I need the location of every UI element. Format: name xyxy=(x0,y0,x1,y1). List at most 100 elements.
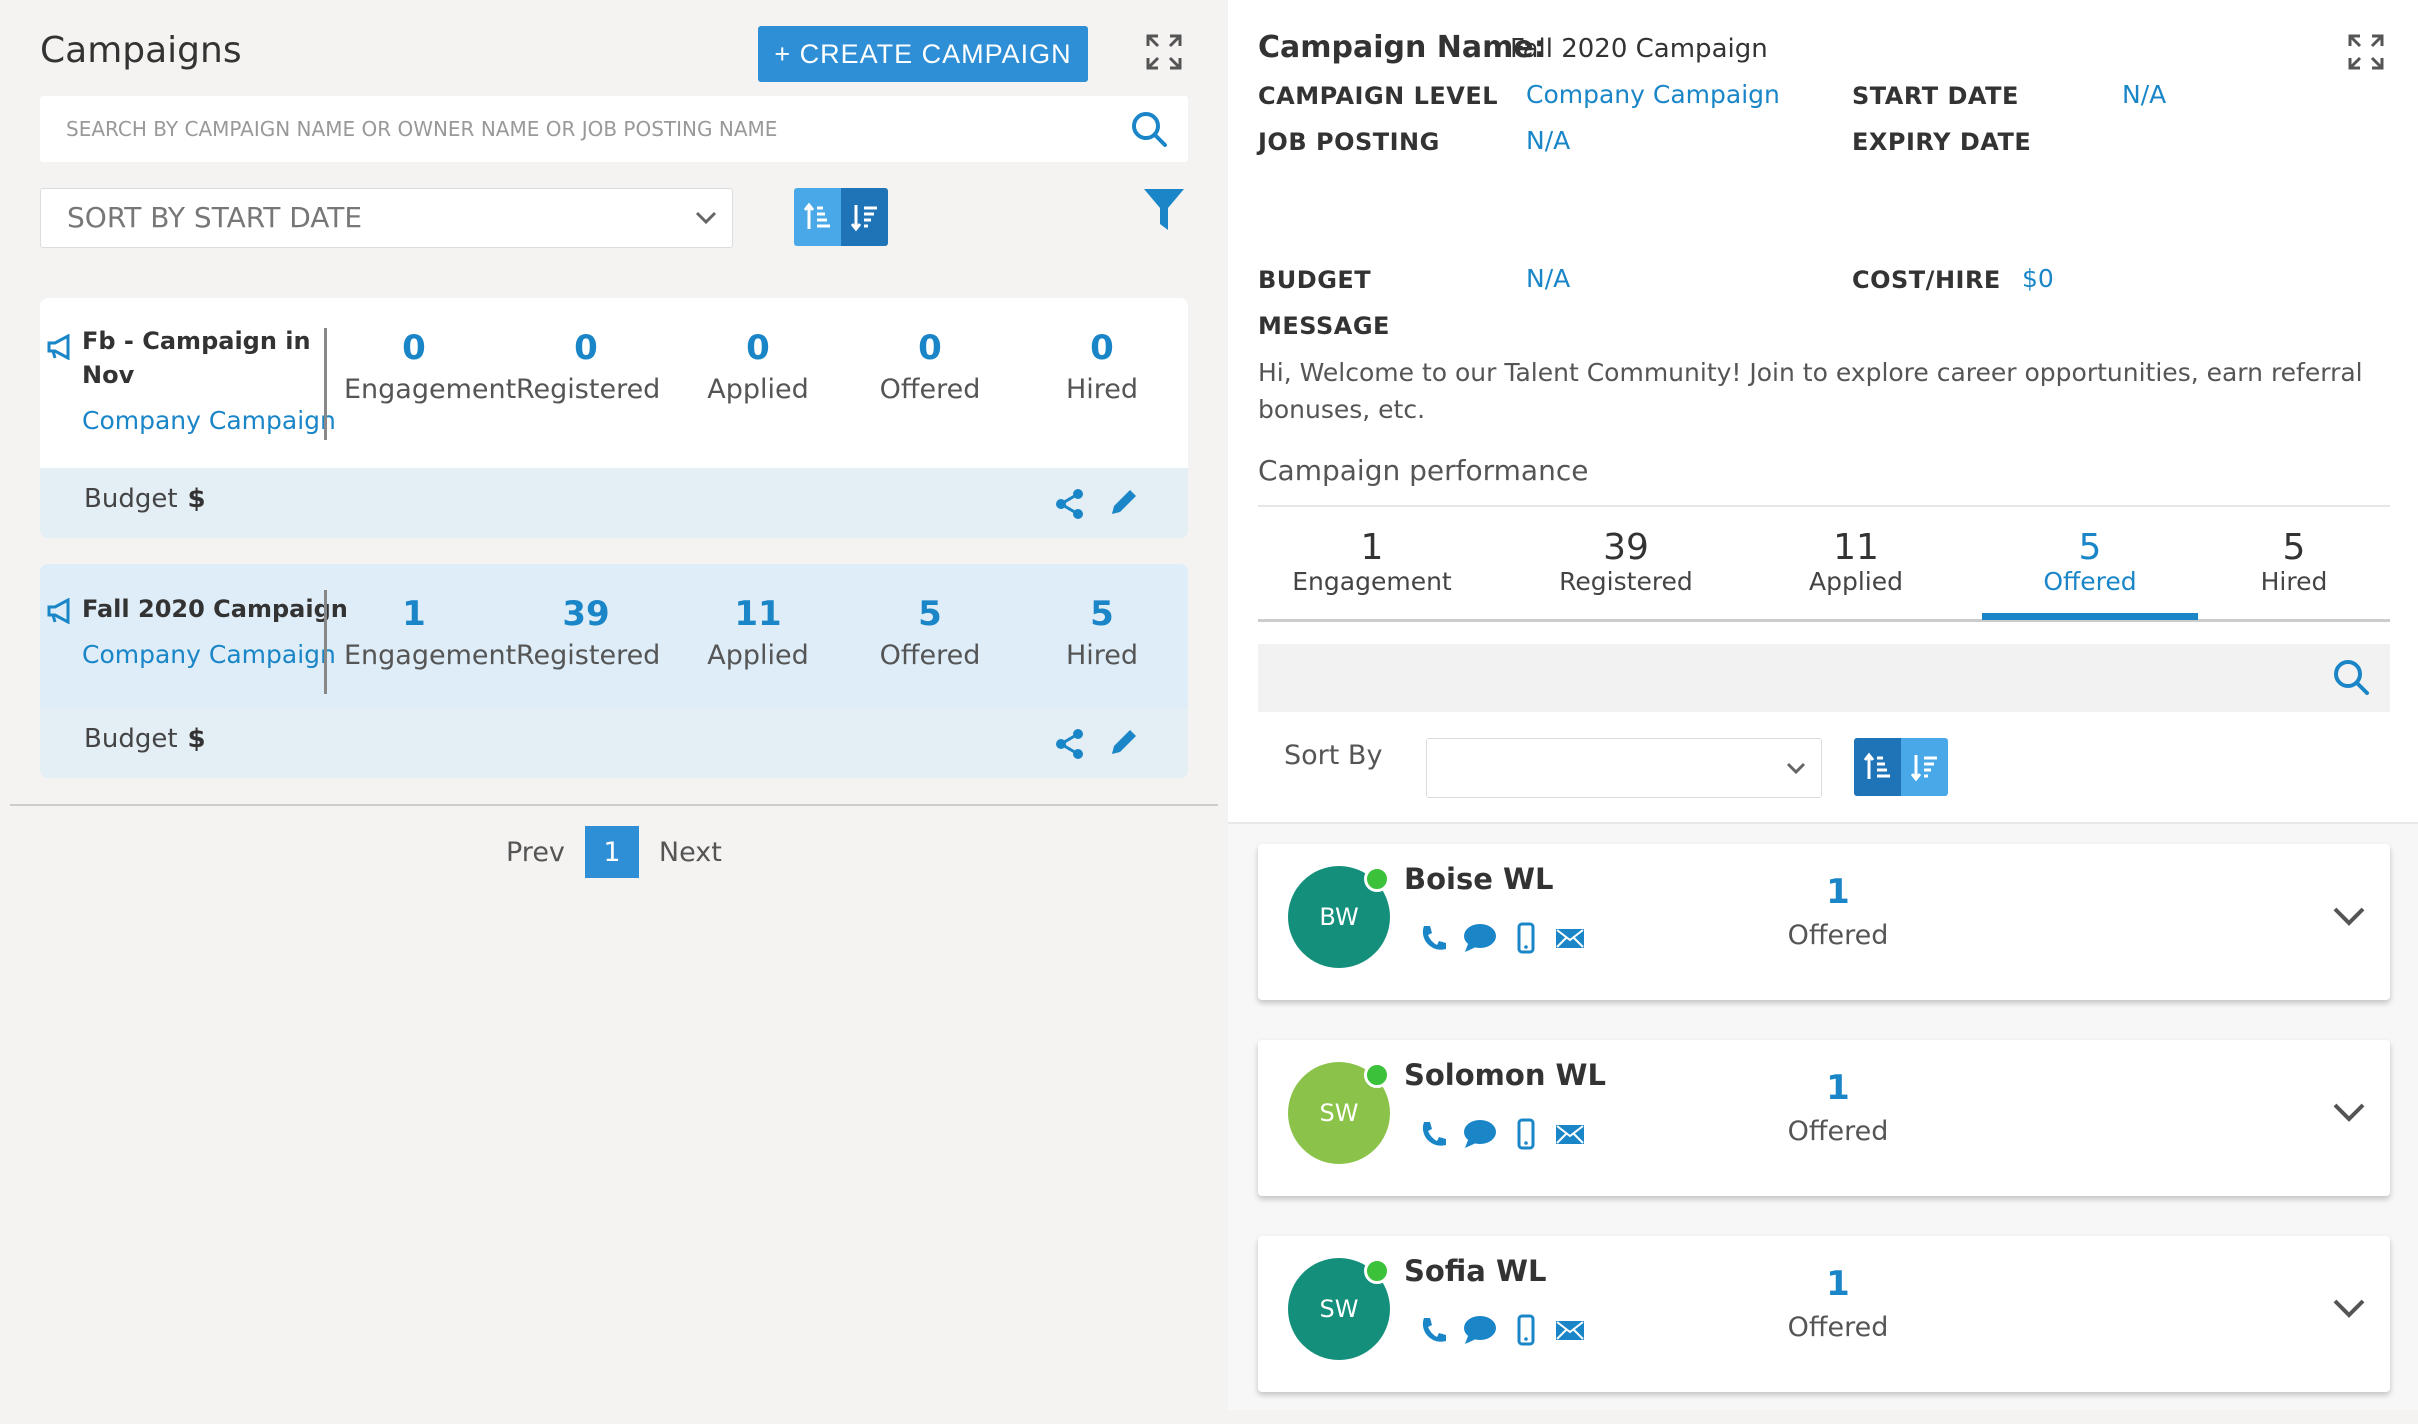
candidate-card[interactable]: SW Solomon WL 1 Offered xyxy=(1258,1040,2390,1196)
budget: Budget $ xyxy=(84,484,206,514)
tab-offered[interactable]: 5 Offered xyxy=(2043,527,2137,596)
stat-hired: 5 Hired xyxy=(1065,594,1139,671)
online-status-indicator xyxy=(1364,1062,1390,1088)
email-icon[interactable] xyxy=(1554,1314,1586,1346)
cost-per-hire-label: COST/HIRE xyxy=(1852,266,2001,294)
search-icon[interactable] xyxy=(1130,110,1168,148)
sort-ascending-icon xyxy=(803,202,830,229)
next-page-link[interactable]: Next xyxy=(658,836,722,868)
divider xyxy=(10,804,1218,806)
candidate-card[interactable]: SW Sofia WL 1 Offered xyxy=(1258,1236,2390,1392)
expand-icon[interactable] xyxy=(2348,34,2384,70)
tab-hired[interactable]: 5 Hired xyxy=(2260,527,2328,596)
online-status-indicator xyxy=(1364,1258,1390,1284)
message-label: MESSAGE xyxy=(1258,312,1390,340)
chevron-down-icon xyxy=(1786,762,1806,775)
budget-label: BUDGET xyxy=(1258,266,1372,294)
chevron-down-icon[interactable] xyxy=(2332,1100,2366,1124)
sort-order-toggle xyxy=(794,188,888,246)
share-icon[interactable] xyxy=(1054,488,1086,520)
chat-icon[interactable] xyxy=(1462,1314,1498,1346)
candidate-search-input[interactable] xyxy=(1258,644,2298,712)
sort-ascending-button[interactable] xyxy=(794,188,841,246)
sort-descending-icon xyxy=(1910,755,1937,782)
search-icon[interactable] xyxy=(2332,658,2370,696)
sort-descending-button[interactable] xyxy=(1901,738,1948,796)
campaign-card-footer: Budget $ xyxy=(40,468,1188,538)
budget-value: N/A xyxy=(1526,264,1571,293)
phone-icon[interactable] xyxy=(1418,1314,1450,1346)
message-text: Hi, Welcome to our Talent Community! Joi… xyxy=(1258,358,2363,424)
prev-page-link[interactable]: Prev xyxy=(506,836,565,868)
mobile-icon[interactable] xyxy=(1510,1314,1542,1346)
email-icon[interactable] xyxy=(1554,922,1586,954)
candidate-search xyxy=(1258,644,2390,712)
contact-actions xyxy=(1418,1118,1586,1150)
campaign-name[interactable]: Fb - Campaign in Nov xyxy=(82,327,311,389)
job-posting-value: N/A xyxy=(1526,126,1571,155)
campaign-level-value: Company Campaign xyxy=(1526,80,1780,109)
sort-ascending-icon xyxy=(1863,752,1890,779)
create-campaign-button[interactable]: + CREATE CAMPAIGN xyxy=(758,26,1088,82)
campaign-name[interactable]: Fall 2020 Campaign xyxy=(82,595,348,623)
tab-registered[interactable]: 39 Registered xyxy=(1559,527,1693,596)
contact-actions xyxy=(1418,1314,1586,1346)
budget: Budget $ xyxy=(84,724,206,754)
stat-registered: 0 Registered xyxy=(516,328,661,405)
expand-icon[interactable] xyxy=(1146,34,1182,70)
campaign-name-value: Fall 2020 Campaign xyxy=(1510,34,1768,64)
mobile-icon[interactable] xyxy=(1510,922,1542,954)
stat-applied: 11 Applied xyxy=(707,594,809,671)
campaign-card-selected[interactable]: Fall 2020 Campaign Company Campaign 1 Eng… xyxy=(40,564,1188,778)
tab-applied[interactable]: 11 Applied xyxy=(1809,527,1903,596)
expiry-date-label: EXPIRY DATE xyxy=(1852,128,2032,156)
candidate-name[interactable]: Sofia WL xyxy=(1404,1254,1547,1288)
cost-per-hire-value: $0 xyxy=(2022,264,2054,293)
phone-icon[interactable] xyxy=(1418,1118,1450,1150)
chevron-down-icon xyxy=(695,211,717,225)
sort-by-select[interactable] xyxy=(1426,738,1822,798)
sort-descending-button[interactable] xyxy=(841,188,888,246)
campaign-level: Company Campaign xyxy=(82,406,336,435)
filter-icon[interactable] xyxy=(1142,186,1186,234)
page-title: Campaigns xyxy=(40,30,242,71)
sort-by-label: Sort By xyxy=(1284,740,1383,771)
sort-descending-icon xyxy=(850,205,877,232)
campaign-name-label: Campaign Name: xyxy=(1258,30,1546,65)
contact-actions xyxy=(1418,922,1586,954)
candidate-name[interactable]: Boise WL xyxy=(1404,862,1554,896)
chevron-down-icon[interactable] xyxy=(2332,904,2366,928)
campaigns-panel: Campaigns + CREATE CAMPAIGN SORT BY STAR… xyxy=(10,26,1218,878)
chevron-down-icon[interactable] xyxy=(2332,1296,2366,1320)
online-status-indicator xyxy=(1364,866,1390,892)
campaign-card-footer: Budget $ xyxy=(40,708,1188,778)
divider xyxy=(1258,505,2390,507)
share-icon[interactable] xyxy=(1054,728,1086,760)
candidate-stat: 1 Offered xyxy=(1787,872,1889,951)
divider xyxy=(324,328,327,440)
candidate-card[interactable]: BW Boise WL 1 Offered xyxy=(1258,844,2390,1000)
start-date-label: START DATE xyxy=(1852,82,2019,110)
candidate-list: BW Boise WL 1 Offered SW Solomon WL xyxy=(1228,822,2418,1410)
divider xyxy=(1258,619,2390,622)
email-icon[interactable] xyxy=(1554,1118,1586,1150)
stat-applied: 0 Applied xyxy=(707,328,809,405)
performance-title: Campaign performance xyxy=(1258,454,1589,487)
sort-select[interactable]: SORT BY START DATE xyxy=(40,188,733,248)
stat-engagement: 1 Engagement xyxy=(344,594,517,671)
megaphone-icon xyxy=(47,598,70,624)
campaign-search-input[interactable] xyxy=(40,96,1100,162)
edit-icon[interactable] xyxy=(1108,726,1140,758)
edit-icon[interactable] xyxy=(1108,486,1140,518)
mobile-icon[interactable] xyxy=(1510,1118,1542,1150)
phone-icon[interactable] xyxy=(1418,922,1450,954)
page-number-current[interactable]: 1 xyxy=(584,826,639,878)
campaign-level: Company Campaign xyxy=(82,640,336,669)
tab-engagement[interactable]: 1 Engagement xyxy=(1292,527,1452,596)
candidate-name[interactable]: Solomon WL xyxy=(1404,1058,1607,1092)
sort-ascending-button[interactable] xyxy=(1854,738,1901,796)
chat-icon[interactable] xyxy=(1462,1118,1498,1150)
chat-icon[interactable] xyxy=(1462,922,1498,954)
candidate-stat: 1 Offered xyxy=(1787,1068,1889,1147)
